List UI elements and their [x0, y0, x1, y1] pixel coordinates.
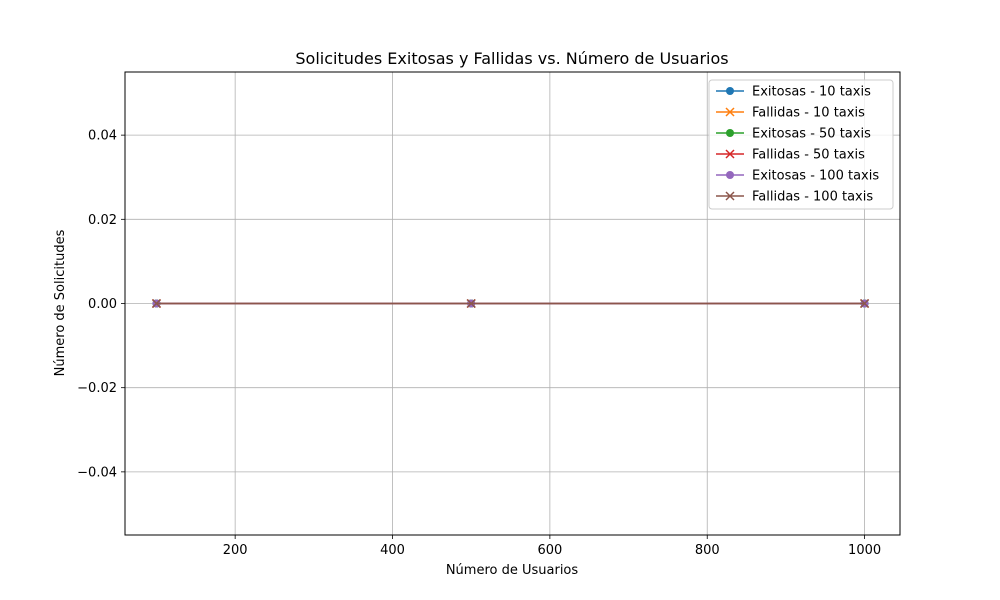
x-tick-label: 200 — [223, 543, 248, 558]
x-tick-label: 600 — [537, 543, 562, 558]
legend-entry: Fallidas - 100 taxis — [716, 190, 873, 205]
legend-entry: Exitosas - 50 taxis — [716, 127, 871, 142]
y-tick-label: 0.00 — [88, 297, 117, 312]
legend-entry: Exitosas - 100 taxis — [716, 169, 879, 184]
data-point — [860, 298, 870, 309]
data-point — [725, 149, 735, 159]
y-tick-label: −0.02 — [77, 381, 117, 396]
legend-entry: Exitosas - 10 taxis — [716, 85, 871, 100]
legend-label: Exitosas - 100 taxis — [752, 169, 879, 184]
legend-entry: Fallidas - 50 taxis — [716, 148, 865, 163]
legend: Exitosas - 10 taxis Fallidas - 10 taxis Ex… — [708, 79, 894, 210]
data-point — [725, 107, 735, 117]
ticks: 200 400 600 800 1000 −0.04 −0.02 0.00 0.02 0.04 — [77, 129, 881, 558]
x-tick-label: 400 — [380, 543, 405, 558]
x-tick-label: 1000 — [848, 543, 881, 558]
legend-label: Fallidas - 100 taxis — [752, 190, 873, 205]
data-point — [466, 298, 476, 309]
y-tick-label: −0.04 — [77, 465, 117, 480]
legend-label: Exitosas - 10 taxis — [752, 85, 871, 100]
data-point — [726, 171, 734, 179]
chart-title: Solicitudes Exitosas y Fallidas vs. Núme… — [295, 49, 728, 68]
series-layer — [151, 298, 870, 309]
y-tick-label: 0.02 — [88, 213, 117, 228]
data-point — [725, 191, 735, 201]
legend-label: Exitosas - 50 taxis — [752, 127, 871, 142]
y-tick-label: 0.04 — [88, 129, 117, 144]
legend-entry: Fallidas - 10 taxis — [716, 106, 865, 121]
legend-label: Fallidas - 50 taxis — [752, 148, 865, 163]
x-axis-label: Número de Usuarios — [446, 563, 579, 578]
series-group — [151, 298, 870, 309]
data-point — [726, 129, 734, 137]
x-tick-label: 800 — [695, 543, 720, 558]
legend-box — [708, 79, 894, 210]
data-point — [151, 298, 162, 309]
legend-label: Fallidas - 10 taxis — [752, 106, 865, 121]
y-axis-label: Número de Solicitudes — [53, 229, 68, 376]
data-point — [726, 87, 734, 95]
